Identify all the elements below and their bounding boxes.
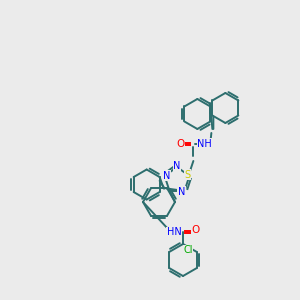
Text: O: O bbox=[176, 139, 184, 149]
Text: NH: NH bbox=[197, 139, 212, 149]
Text: N: N bbox=[178, 187, 185, 196]
Text: N: N bbox=[173, 161, 181, 171]
Text: S: S bbox=[184, 170, 190, 180]
Text: O: O bbox=[192, 225, 200, 235]
Text: N: N bbox=[163, 171, 170, 181]
Text: HN: HN bbox=[167, 227, 182, 237]
Text: Cl: Cl bbox=[183, 245, 193, 255]
